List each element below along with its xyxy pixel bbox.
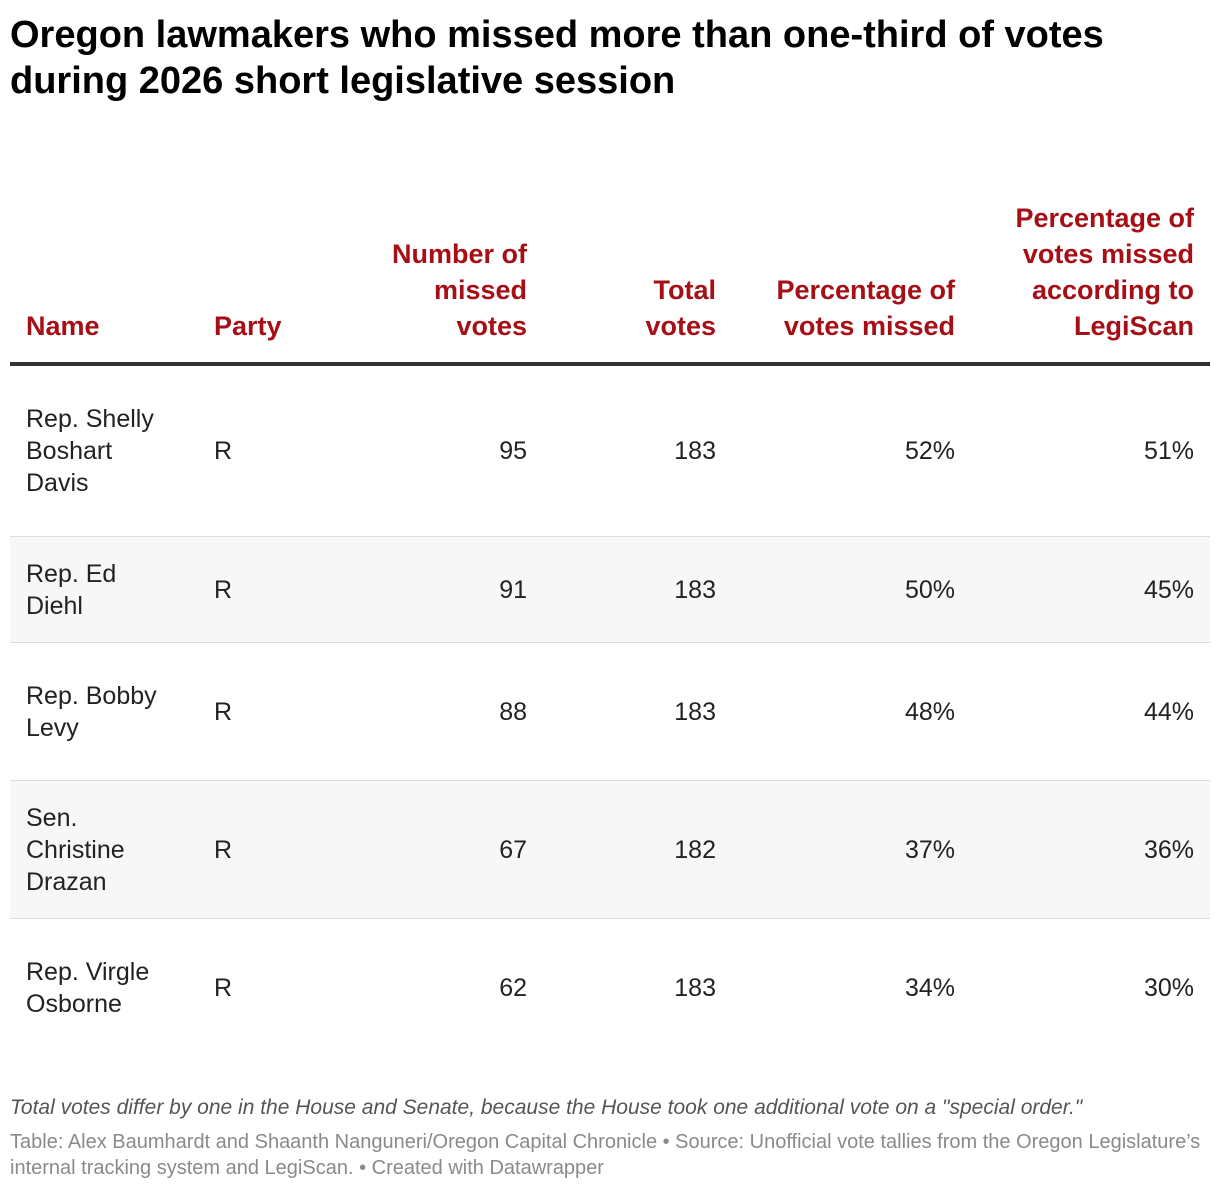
cell-percentage-legiscan: 45%	[1143, 575, 1194, 604]
source-credit: Table: Alex Baumhardt and Shaanth Nangun…	[10, 1131, 1201, 1179]
header-name[interactable]: Name	[26, 311, 100, 341]
cell-party: R	[214, 697, 233, 726]
header-percentage-missed[interactable]: Percentage of votes missed	[776, 275, 955, 341]
cell-percentage-legiscan: 51%	[1143, 437, 1194, 465]
cell-party: R	[214, 437, 233, 465]
cell-percentage-legiscan: 44%	[1143, 697, 1194, 726]
data-table: Name Party Number of missed votes Total …	[10, 160, 1210, 1056]
cell-percentage-missed: 37%	[904, 835, 955, 864]
table-row: Rep. Virgle Osborne R 62 183 34% 30%	[10, 919, 1210, 1056]
cell-total-votes: 183	[674, 437, 716, 465]
cell-percentage-missed: 48%	[904, 697, 955, 726]
cell-missed-votes: 62	[499, 973, 527, 1002]
table-row: Rep. Bobby Levy R 88 183 48% 44%	[10, 643, 1210, 781]
cell-name: Rep. Ed Diehl	[26, 559, 117, 620]
cell-percentage-missed: 50%	[904, 575, 955, 604]
table-row: Rep. Ed Diehl R 91 183 50% 45%	[10, 537, 1210, 643]
header-missed-votes[interactable]: Number of missed votes	[392, 239, 527, 341]
table-notes: Total votes differ by one in the House a…	[10, 1096, 1083, 1119]
cell-total-votes: 183	[674, 575, 716, 604]
cell-name: Rep. Shelly Boshart Davis	[26, 405, 154, 497]
cell-total-votes: 183	[674, 697, 716, 726]
cell-total-votes: 182	[674, 835, 716, 864]
cell-total-votes: 183	[674, 973, 716, 1002]
cell-missed-votes: 67	[499, 835, 527, 864]
cell-missed-votes: 95	[499, 437, 527, 465]
cell-percentage-legiscan: 36%	[1143, 835, 1194, 864]
cell-name: Rep. Bobby Levy	[26, 681, 157, 742]
header-total-votes[interactable]: Total votes	[645, 275, 716, 341]
header-party[interactable]: Party	[214, 311, 282, 341]
table-row: Rep. Shelly Boshart Davis R 95 183 52% 5…	[10, 366, 1210, 537]
cell-percentage-legiscan: 30%	[1143, 973, 1194, 1002]
cell-percentage-missed: 34%	[904, 973, 955, 1002]
table-row: Sen. Christine Drazan R 67 182 37% 36%	[10, 781, 1210, 919]
cell-name: Sen. Christine Drazan	[26, 803, 125, 896]
table-header: Name Party Number of missed votes Total …	[10, 160, 1210, 366]
cell-missed-votes: 91	[499, 575, 527, 604]
cell-party: R	[214, 835, 233, 864]
cell-party: R	[214, 973, 233, 1002]
cell-name: Rep. Virgle Osborne	[26, 957, 150, 1018]
header-percentage-legiscan[interactable]: Percentage of votes missed according to …	[1015, 203, 1194, 341]
cell-missed-votes: 88	[499, 697, 527, 726]
cell-party: R	[214, 575, 233, 604]
chart-title: Oregon lawmakers who missed more than on…	[10, 14, 1104, 102]
cell-percentage-missed: 52%	[904, 437, 955, 465]
